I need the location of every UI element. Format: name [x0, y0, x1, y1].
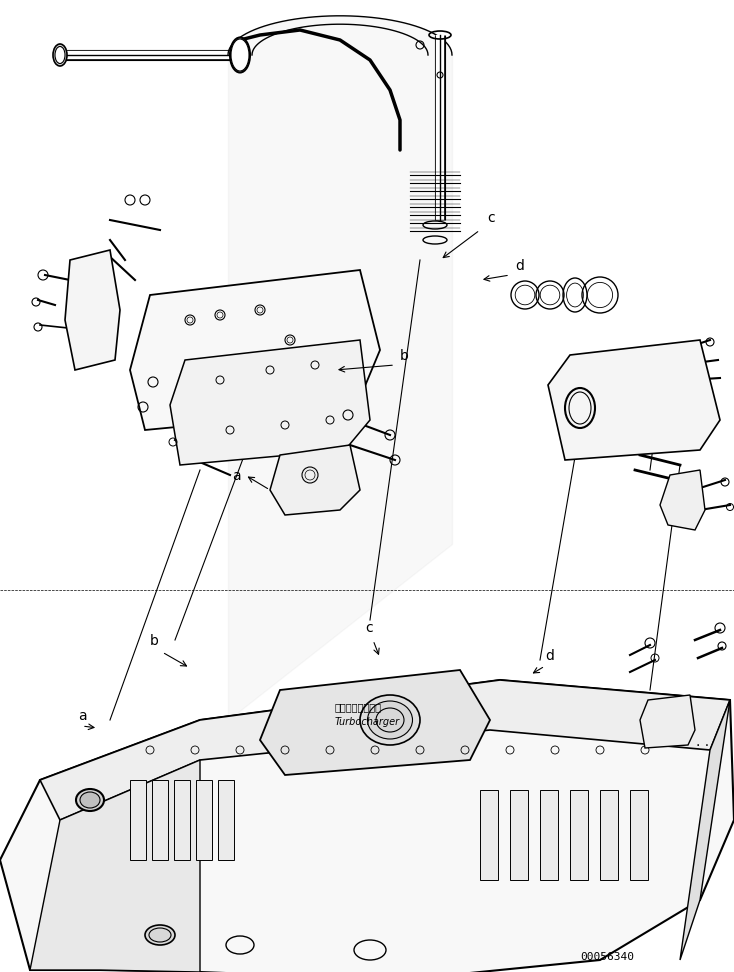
- Polygon shape: [260, 670, 490, 775]
- Bar: [196, 780, 212, 860]
- Text: Turbocharger: Turbocharger: [335, 717, 400, 727]
- Text: d: d: [515, 259, 524, 273]
- Polygon shape: [548, 340, 720, 460]
- Ellipse shape: [360, 695, 420, 745]
- Text: c: c: [487, 211, 495, 225]
- Bar: [600, 790, 618, 880]
- Ellipse shape: [80, 792, 100, 808]
- Ellipse shape: [53, 44, 67, 66]
- Text: · ·: · ·: [696, 739, 709, 753]
- Bar: [174, 780, 190, 860]
- Bar: [130, 780, 146, 860]
- Bar: [540, 790, 558, 880]
- Polygon shape: [660, 470, 705, 530]
- Ellipse shape: [76, 789, 104, 811]
- Bar: [570, 790, 588, 880]
- Ellipse shape: [368, 701, 413, 739]
- Bar: [630, 790, 648, 880]
- Text: ターボチャージャ: ターボチャージャ: [335, 702, 382, 712]
- Text: a: a: [78, 709, 87, 723]
- Polygon shape: [640, 695, 695, 748]
- Text: b: b: [400, 349, 409, 363]
- Polygon shape: [30, 760, 200, 972]
- Bar: [480, 790, 498, 880]
- Polygon shape: [680, 700, 730, 960]
- Polygon shape: [65, 250, 120, 370]
- Bar: [218, 780, 234, 860]
- Ellipse shape: [145, 925, 175, 945]
- Text: a: a: [232, 469, 241, 483]
- Ellipse shape: [231, 39, 249, 71]
- Text: 00056340: 00056340: [580, 952, 634, 962]
- Polygon shape: [130, 270, 380, 430]
- Polygon shape: [40, 680, 730, 820]
- Ellipse shape: [230, 38, 250, 73]
- Text: c: c: [365, 621, 373, 635]
- Ellipse shape: [55, 47, 65, 63]
- Text: b: b: [150, 634, 159, 648]
- Polygon shape: [0, 680, 734, 972]
- Bar: [152, 780, 168, 860]
- Polygon shape: [270, 445, 360, 515]
- Polygon shape: [170, 340, 370, 465]
- Bar: [510, 790, 528, 880]
- Text: d: d: [545, 649, 554, 663]
